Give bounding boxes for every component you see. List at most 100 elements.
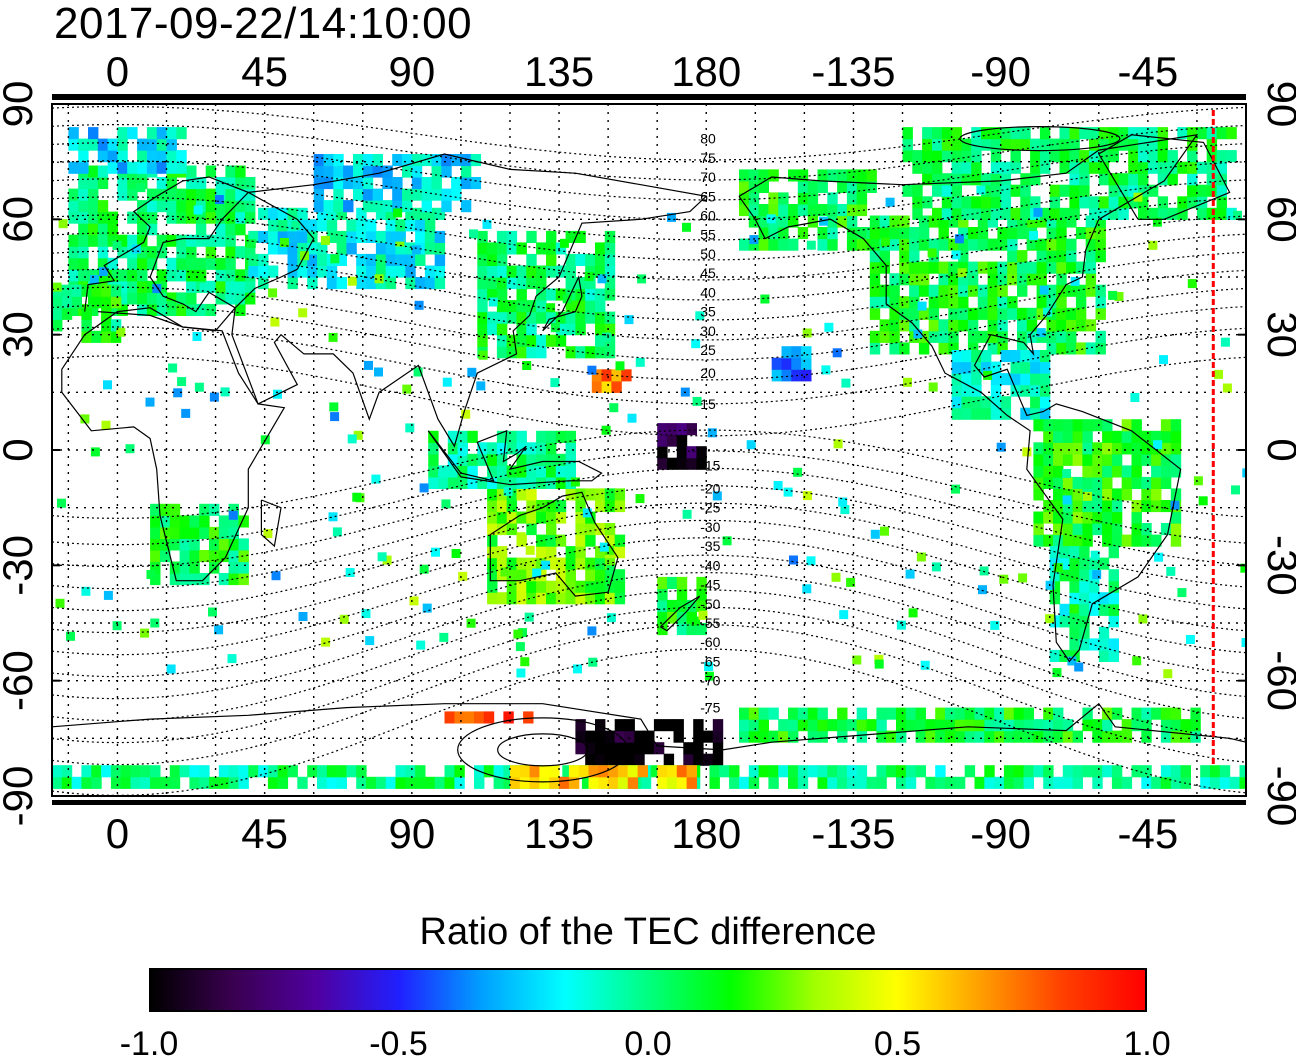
heat-tile bbox=[215, 234, 226, 247]
heat-tile bbox=[235, 292, 246, 305]
heat-tile bbox=[555, 430, 567, 443]
heat-tile bbox=[1220, 337, 1230, 347]
heat-tile bbox=[555, 334, 567, 347]
heat-tile bbox=[1013, 730, 1025, 743]
heat-tile bbox=[179, 550, 190, 563]
heat-tile bbox=[1010, 361, 1021, 374]
heat-tile bbox=[634, 742, 645, 755]
heat-tile bbox=[1069, 557, 1080, 570]
heat-tile bbox=[111, 269, 121, 279]
heat-tile bbox=[245, 188, 256, 201]
heat-tile bbox=[546, 288, 557, 301]
heat-tile bbox=[460, 200, 472, 213]
heat-tile bbox=[176, 127, 187, 140]
y-tick-label-left: -60 bbox=[0, 650, 41, 711]
heat-tile bbox=[503, 711, 514, 724]
heat-tile bbox=[899, 319, 910, 332]
heat-tile bbox=[1092, 419, 1103, 432]
heat-tile bbox=[166, 257, 177, 270]
heat-tile bbox=[101, 296, 112, 309]
heat-tile bbox=[682, 509, 692, 519]
heat-tile bbox=[1160, 430, 1172, 443]
heat-tile bbox=[1095, 227, 1106, 240]
heat-tile bbox=[52, 282, 62, 292]
heat-tile bbox=[667, 765, 678, 778]
heat-tile bbox=[1053, 465, 1064, 478]
heat-tile bbox=[604, 242, 616, 255]
heat-tile bbox=[922, 161, 933, 174]
heat-tile bbox=[346, 765, 357, 778]
heat-tile bbox=[1111, 776, 1123, 789]
heat-tile bbox=[748, 238, 760, 251]
heat-tile bbox=[928, 296, 940, 309]
heat-tile bbox=[971, 207, 982, 220]
heat-tile bbox=[1056, 250, 1067, 263]
magnetic-contour-label: -40 bbox=[700, 557, 720, 573]
heat-tile bbox=[107, 161, 118, 174]
heat-tile bbox=[97, 234, 109, 247]
heat-tile bbox=[208, 607, 217, 617]
heat-tile bbox=[1049, 592, 1061, 605]
heat-tile bbox=[235, 280, 246, 293]
heat-tile bbox=[1046, 319, 1057, 332]
heat-tile bbox=[1003, 730, 1015, 743]
heat-tile bbox=[1030, 361, 1041, 374]
heat-tile bbox=[156, 303, 168, 316]
heat-tile bbox=[996, 442, 1006, 452]
heat-tile bbox=[519, 776, 531, 789]
heat-tile bbox=[905, 569, 915, 579]
heat-tile bbox=[536, 300, 547, 313]
heat-tile bbox=[160, 503, 171, 516]
heat-tile bbox=[186, 269, 197, 282]
heat-tile bbox=[313, 165, 325, 178]
heat-tile bbox=[797, 192, 809, 205]
heat-tile bbox=[994, 719, 1005, 732]
heat-tile bbox=[748, 169, 760, 182]
heat-tile bbox=[101, 307, 112, 320]
heat-tile bbox=[1000, 396, 1012, 409]
heat-tile bbox=[496, 465, 508, 478]
heat-tile bbox=[693, 719, 704, 732]
heat-tile bbox=[856, 180, 868, 193]
heat-tile bbox=[477, 288, 488, 301]
heat-tile bbox=[91, 284, 102, 297]
heat-tile bbox=[585, 534, 596, 547]
heat-tile bbox=[166, 301, 176, 310]
heat-tile bbox=[846, 180, 858, 193]
heat-tile bbox=[297, 207, 308, 220]
heat-tile bbox=[58, 219, 68, 229]
heat-tile bbox=[876, 719, 887, 732]
heat-tile bbox=[575, 288, 586, 301]
heat-tile bbox=[199, 776, 210, 789]
heat-tile bbox=[918, 238, 930, 251]
heat-tile bbox=[1160, 719, 1172, 732]
heat-tile bbox=[981, 396, 992, 409]
heat-tile bbox=[954, 776, 966, 789]
heat-tile bbox=[506, 277, 518, 290]
heat-tile bbox=[245, 200, 256, 213]
heat-tile bbox=[1066, 319, 1077, 332]
heat-tile bbox=[228, 573, 239, 586]
heat-tile bbox=[903, 377, 912, 387]
heat-tile bbox=[948, 296, 959, 309]
heat-tile bbox=[1072, 500, 1083, 513]
heat-tile bbox=[215, 188, 226, 201]
heat-tile bbox=[415, 207, 426, 220]
heat-tile bbox=[832, 348, 842, 358]
heat-tile bbox=[186, 303, 197, 316]
heat-tile bbox=[634, 753, 645, 766]
heat-tile bbox=[614, 592, 626, 605]
heat-tile bbox=[1187, 161, 1198, 174]
heat-tile bbox=[1062, 476, 1074, 489]
heat-tile bbox=[1082, 719, 1093, 732]
heat-tile bbox=[1059, 161, 1070, 174]
heat-tile bbox=[225, 280, 236, 293]
heat-tile bbox=[235, 303, 246, 316]
y-tick-label-right: -90 bbox=[1259, 766, 1296, 827]
heat-tile bbox=[160, 776, 171, 789]
magnetic-contour-labels: 8075706560555045403530252015-15-20-25-30… bbox=[700, 131, 720, 716]
heat-tile bbox=[395, 219, 406, 232]
heat-tile bbox=[1000, 350, 1012, 363]
heat-tile bbox=[1092, 511, 1103, 524]
heat-tile bbox=[470, 177, 482, 190]
